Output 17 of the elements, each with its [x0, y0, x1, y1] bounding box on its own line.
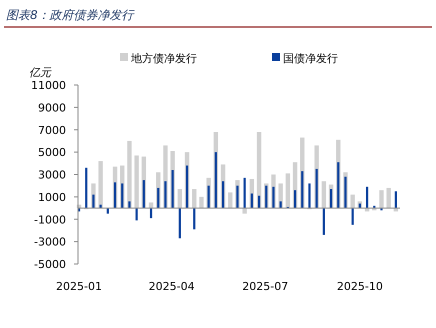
- y-tick-label: 5000: [38, 146, 66, 160]
- x-tick-label: 2025-04: [148, 280, 195, 293]
- y-tick-label: 3000: [38, 168, 66, 182]
- y-tick-label: -3000: [34, 236, 66, 249]
- y-tick-label: 7000: [38, 124, 66, 137]
- y-tick-label: 1000: [38, 190, 66, 204]
- legend-label: 国债净发行: [283, 52, 338, 65]
- x-tick-label: 2025-10: [336, 280, 383, 293]
- y-tick-label: 11000: [31, 79, 66, 92]
- y-tick-label: -5000: [34, 258, 66, 271]
- y-tick-label: -1000: [34, 213, 66, 226]
- y-tick-label: 9000: [38, 101, 66, 114]
- chart-title: 图表8：政府债券净发行: [6, 8, 136, 22]
- x-tick-label: 2025-07: [242, 280, 288, 293]
- y-axis-title: 亿元: [29, 66, 52, 79]
- legend-label: 地方债净发行: [130, 52, 197, 65]
- x-tick-label: 2025-01: [56, 280, 102, 293]
